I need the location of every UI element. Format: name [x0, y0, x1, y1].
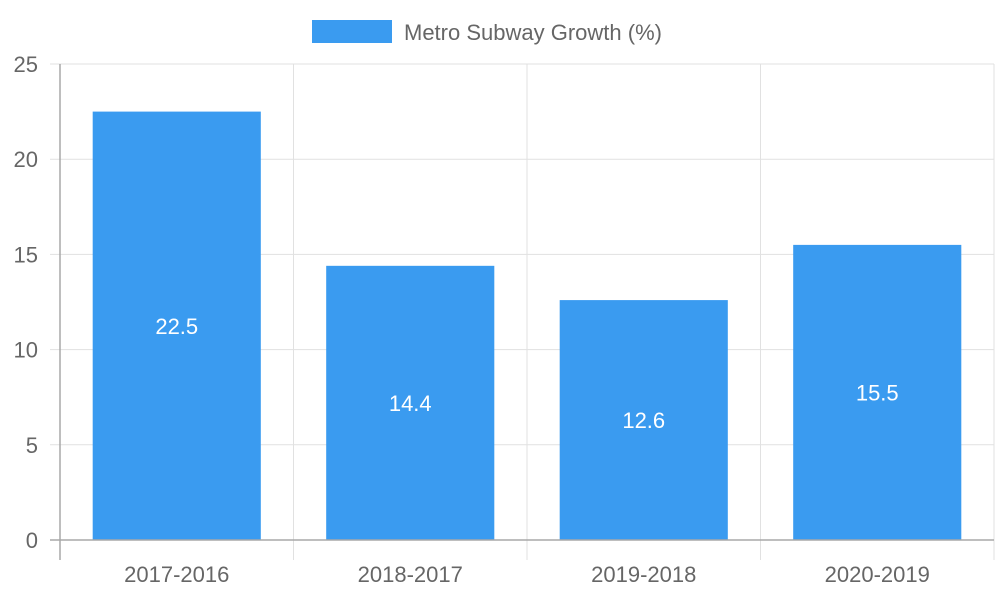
y-tick-label: 0	[26, 528, 38, 553]
bar[interactable]	[326, 265, 495, 540]
legend[interactable]: Metro Subway Growth (%)	[312, 20, 662, 45]
x-tick-label: 2017-2016	[124, 562, 229, 587]
x-tick-label: 2019-2018	[591, 562, 696, 587]
y-tick-label: 15	[14, 242, 38, 267]
bar-value-label: 22.5	[155, 314, 198, 339]
axes	[50, 64, 994, 560]
bar-value-label: 15.5	[856, 380, 899, 405]
bar[interactable]	[793, 244, 962, 540]
bars: 22.5 14.4 12.6 15.5	[92, 111, 962, 540]
y-tick-label: 25	[14, 52, 38, 77]
bar-value-label: 12.6	[622, 408, 665, 433]
legend-label: Metro Subway Growth (%)	[404, 20, 662, 45]
legend-swatch	[312, 20, 392, 43]
bar[interactable]	[92, 111, 261, 540]
x-tick-label: 2018-2017	[358, 562, 463, 587]
y-tick-label: 5	[26, 433, 38, 458]
bar[interactable]	[559, 300, 728, 540]
y-tick-label: 20	[14, 147, 38, 172]
y-tick-label: 10	[14, 338, 38, 363]
bar-value-label: 14.4	[389, 391, 432, 416]
tick-labels: 0 5 10 15 20 25 2017-2016 2018-2017 2019-2018 202…	[14, 52, 930, 587]
x-tick-label: 2020-2019	[825, 562, 930, 587]
